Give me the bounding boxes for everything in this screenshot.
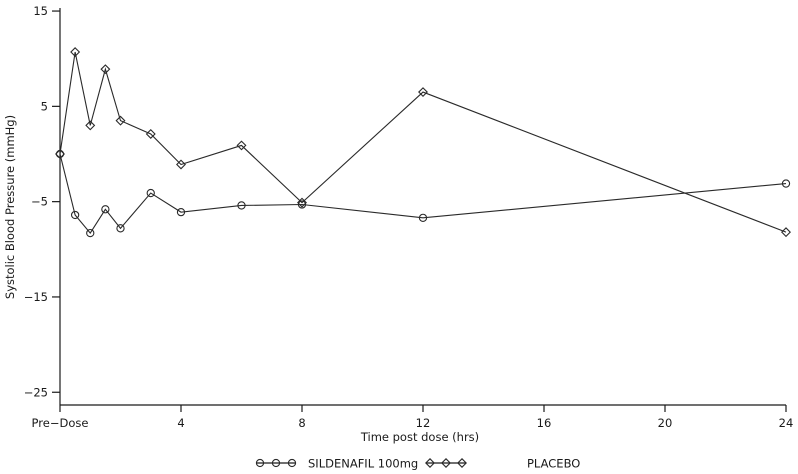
data-marker-placebo [297,197,307,208]
data-marker-sildenafil [86,228,95,238]
legend-circle-icon [287,458,297,468]
data-marker-sildenafil [237,201,246,210]
data-marker-placebo [781,227,791,238]
y-tick-label: 5 [41,99,48,113]
x-tick-label: 16 [537,416,552,430]
data-marker-sildenafil [70,210,80,220]
data-marker-placebo [418,87,428,98]
data-marker-placebo [70,47,81,58]
y-tick-label: −5 [31,195,48,209]
x-tick-label: 20 [658,416,673,430]
x-tick-label: 4 [177,416,184,430]
series-line-sildenafil [59,153,787,235]
x-tick-label: 12 [416,416,431,430]
series-line-placebo [59,51,787,233]
x-axis-title: Time post dose (hrs) [360,430,479,444]
data-marker-sildenafil [418,213,428,223]
legend-diamond-icon [441,458,451,468]
data-marker-placebo [176,159,186,170]
legend-diamond-icon [457,458,467,468]
x-tick-label: Pre−Dose [32,416,89,430]
y-tick-label: −25 [24,385,48,399]
x-tick-label: 8 [298,416,305,430]
data-marker-placebo [145,129,156,139]
data-marker-placebo [236,140,247,151]
x-tick-label: 24 [779,416,794,430]
data-marker-sildenafil [176,207,186,217]
legend-label-placebo: PLACEBO [527,457,580,471]
data-marker-placebo [100,64,111,75]
legend-diamond-icon [425,458,435,468]
legend-circle-icon [255,458,265,468]
data-marker-placebo [115,115,126,126]
y-tick-label: 15 [33,4,48,18]
legend-circle-icon [271,458,281,468]
y-axis-title: Systolic Blood Pressure (mmHg) [3,115,17,299]
data-marker-placebo [85,120,96,131]
data-marker-sildenafil [297,200,307,209]
data-marker-placebo [55,149,65,159]
y-tick-label: −15 [24,290,48,304]
data-marker-sildenafil [116,224,125,233]
data-marker-sildenafil [146,188,155,198]
data-marker-sildenafil [101,205,110,214]
legend-label-sildenafil: SILDENAFIL 100mg [308,457,418,471]
data-marker-sildenafil [781,179,791,188]
